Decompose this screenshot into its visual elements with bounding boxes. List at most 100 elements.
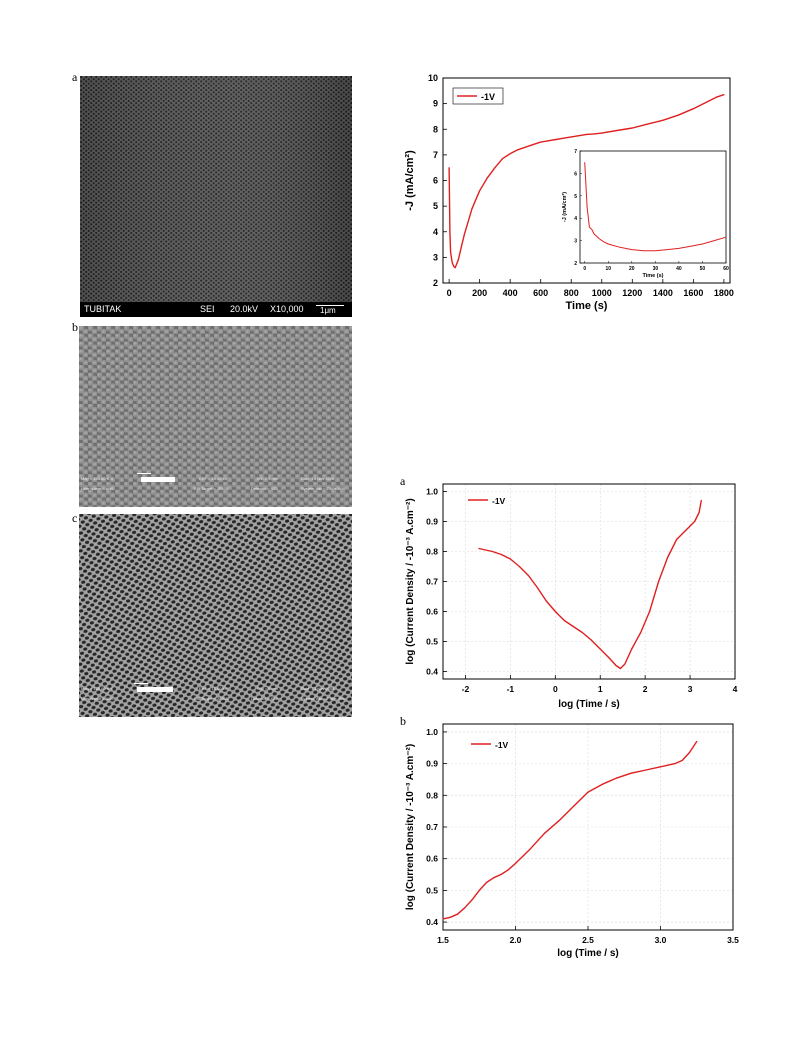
sem-info-b-date: Date :13 Nov 2008 [301,476,335,481]
sem-info-c-eht: EHT = 10.00 kV [199,686,228,691]
data-point [558,820,560,822]
data-point [593,133,595,135]
data-point [471,208,473,210]
data-point [693,520,696,523]
series-line--1V [478,500,702,670]
legend-label: -1V [492,496,506,506]
x-tick-label: 800 [564,288,579,298]
sem-voltage-label: 20.0kV [230,304,259,314]
data-point [454,267,456,269]
y-tick-label: 0.5 [426,637,438,647]
data-point [667,556,669,559]
data-point [581,631,583,634]
data-point [570,136,572,138]
data-point [696,740,698,743]
data-point [700,499,702,502]
inset-y-tick-label: 2 [574,261,577,267]
sem-info-b-eht: EHT = 10.00 kV [199,476,228,481]
data-point [453,265,455,267]
y-tick-label: 6 [433,176,438,186]
data-point [640,631,642,634]
y-tick-label: 0.9 [426,517,438,527]
data-point [449,916,451,918]
legend-label: -1V [481,92,495,102]
sem-detector-label: SEI [200,304,215,314]
x-tick-label: -1 [507,684,515,694]
inset-y-tick-label: 3 [574,239,577,245]
y-tick-label: 0.8 [426,547,438,557]
data-point [500,553,502,556]
x-tick-label: 1600 [683,288,703,298]
data-point [667,764,669,766]
data-point [649,610,651,613]
inset-x-tick-label: 10 [605,266,611,272]
inset-y-tick-label: 5 [574,194,577,200]
data-point [572,805,575,807]
data-point [555,138,557,141]
sem-info-b-target: FIB Target = ZEISS [194,486,229,491]
panel-letter-chart-a: a [400,474,406,488]
y-tick-label: 0.5 [426,885,438,895]
data-point [514,862,517,865]
x-tick-label: 1400 [653,288,673,298]
y-tick-label: 2 [433,278,438,288]
x-axis-label: log (Time / s) [558,699,620,710]
sem-info-c-wd: WD = 5 mm [257,686,279,691]
data-point [478,547,480,550]
data-point [659,766,662,768]
inset-x-tick-label: 20 [629,266,635,272]
y-tick-label: 10 [428,73,438,83]
data-point [715,96,717,98]
y-tick-label: 3 [433,252,438,262]
sem-info-b-detector: Detector = SE2 [251,486,279,491]
sem-info-b-wd: WD = 5 mm [257,476,279,481]
data-point [608,657,610,659]
data-point [485,881,488,884]
y-tick-label: 0.4 [426,667,438,677]
y-tick-label: 0.6 [426,607,438,617]
data-point [698,511,700,514]
inset-y-tick-label: 7 [574,149,577,155]
inset-x-tick-label: 30 [653,266,659,272]
data-point [524,146,527,148]
data-point [723,94,725,96]
x-tick-label: 400 [503,288,518,298]
data-point [448,167,450,169]
data-point [509,152,511,155]
sem-info-c-vac: System Vac = 7.00e-006 [301,696,345,701]
data-point [451,261,453,264]
series-line--1V [442,741,698,920]
data-point [507,869,509,871]
data-point [630,772,633,774]
data-point [529,848,531,850]
panel-letter-chart-b: b [400,714,406,728]
x-tick-label: 0 [553,684,558,694]
sem-info-c-mag: Mag = 100.00 K X [81,686,114,691]
data-point [624,663,626,665]
y-tick-label: 0.7 [426,822,438,832]
y-tick-label: 4 [433,227,438,237]
sem-info-c-detector: Detector = SE2 [251,696,279,701]
data-point [547,140,549,142]
data-point [509,558,511,560]
sem-mag-label: X10,000 [270,304,304,314]
y-tick-label: 7 [433,150,438,160]
data-point [676,538,678,541]
sem-org-label: TUBITAK [84,304,122,314]
inset-y-tick-label: 4 [574,216,577,222]
y-axis-label: log (Current Density / -10⁻³ A.cm⁻²) [405,498,416,664]
data-point [578,135,580,137]
y-tick-label: 0.9 [426,759,438,769]
sem-info-b-mag: Mag = 103.80 K X [81,476,114,481]
x-tick-label: 600 [533,288,548,298]
data-point [532,144,534,146]
data-point [677,114,679,116]
data-point [545,600,547,602]
panel-letter-a: a [72,70,78,84]
inset-x-tick-label: 0 [583,266,586,272]
data-point [645,769,647,771]
data-point [688,751,691,754]
x-tick-label: 1000 [592,288,612,298]
x-tick-label: 2.5 [582,935,594,945]
x-axis-label: Time (s) [566,300,608,312]
